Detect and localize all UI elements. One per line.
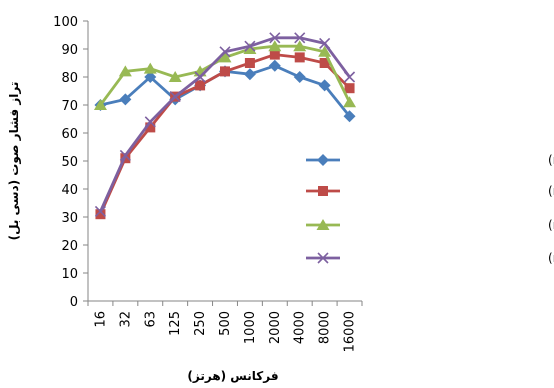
x-tick-label: 16000 [343, 311, 358, 352]
data-point [293, 40, 307, 52]
data-point [94, 205, 107, 217]
x-tick-label: 4000 [293, 311, 308, 344]
data-point [294, 32, 306, 44]
y-tick-label: 30 [61, 211, 78, 226]
y-tick-label: 70 [61, 99, 78, 114]
y-axis-title: تراز فشار صوت (دسی بل) [7, 82, 22, 241]
series-4 [94, 32, 356, 217]
y-tick-label: 40 [61, 183, 78, 198]
x-tick-label: 250 [193, 311, 208, 336]
x-tick-label: 8000 [318, 311, 333, 344]
data-point [269, 49, 280, 60]
series-line [99, 36, 351, 212]
data-point [293, 71, 306, 83]
data-point [144, 71, 157, 83]
y-tick-label: 20 [61, 239, 78, 254]
data-point [268, 40, 282, 52]
data-point [194, 71, 206, 83]
legend-marker [317, 154, 329, 166]
data-point [144, 116, 156, 128]
series-3 [93, 40, 357, 110]
series-2 [95, 49, 355, 220]
data-point [218, 51, 232, 63]
y-tick-label: 80 [61, 71, 78, 86]
legend-marker [318, 186, 328, 196]
y-tick-label: 0 [70, 295, 78, 310]
data-point [318, 79, 331, 92]
data-point [119, 149, 131, 161]
legend-label: نسبت دنده 2 (دور 3000 rpm) [548, 251, 554, 266]
data-point [343, 71, 356, 83]
data-point [119, 93, 132, 106]
data-point [294, 52, 305, 63]
data-point [318, 45, 332, 57]
series-layer [93, 32, 357, 220]
x-tick-label: 125 [168, 311, 183, 336]
y-tick-label: 50 [61, 155, 78, 170]
data-point [343, 110, 356, 123]
legend-marker [317, 252, 329, 264]
data-point [145, 122, 156, 133]
data-point [118, 65, 132, 77]
data-point [143, 62, 157, 74]
y-axis-ticks: 0 10 20 30 40 50 60 70 80 90 100 [53, 15, 88, 310]
legend-item: نسبت دنده1 (دور 2000 rpm) [306, 153, 554, 168]
x-axis-ticks: 16 32 63 125 250 500 1000 2000 4000 8000 16000 [87, 301, 363, 352]
data-point [168, 71, 182, 82]
data-point [319, 58, 330, 68]
legend-item: نسبت دنده 2 ( دور 2000 rpm) [306, 184, 554, 199]
legend-item: نسبت دنده 2 (دور 3000 rpm) [306, 251, 554, 266]
data-point [219, 46, 231, 58]
data-point [220, 66, 230, 77]
legend-item: نسبت دنده1 (دور 3000 rpm) [306, 218, 554, 233]
y-tick-label: 90 [61, 43, 78, 58]
legend-label: نسبت دنده1 (دور 2000 rpm) [548, 153, 554, 168]
x-axis-title: فرکانس (هرتز) [187, 369, 278, 383]
data-point [244, 40, 256, 52]
data-point [269, 32, 281, 44]
legend-label: نسبت دنده1 (دور 3000 rpm) [548, 218, 554, 233]
x-tick-label: 1000 [243, 311, 258, 344]
data-point [95, 209, 106, 220]
data-point [268, 59, 281, 72]
x-tick-label: 16 [93, 311, 108, 328]
x-tick-label: 2000 [268, 311, 283, 344]
legend-marker [316, 219, 330, 230]
legend-label: نسبت دنده 2 ( دور 2000 rpm) [548, 184, 554, 199]
x-tick-label: 63 [143, 311, 158, 328]
data-point [244, 58, 255, 68]
data-point [343, 96, 357, 108]
data-point [243, 43, 257, 54]
y-tick-label: 60 [61, 127, 78, 142]
data-point [243, 68, 256, 81]
y-tick-label: 100 [53, 15, 78, 30]
data-point [195, 80, 206, 91]
data-point [169, 91, 181, 103]
data-point [319, 37, 331, 49]
y-tick-label: 10 [61, 267, 78, 282]
x-tick-label: 32 [118, 311, 133, 328]
data-point [93, 99, 107, 110]
x-tick-label: 500 [218, 311, 233, 336]
legend: نسبت دنده1 (دور 2000 rpm) نسبت دنده 2 ( د… [306, 153, 554, 266]
data-point [344, 83, 355, 94]
